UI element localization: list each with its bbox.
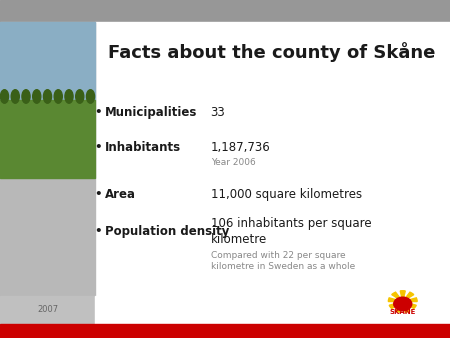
Text: 1,187,736: 1,187,736 (211, 141, 270, 153)
Wedge shape (400, 291, 405, 301)
Text: Facts about the county of Skåne: Facts about the county of Skåne (108, 43, 436, 63)
Text: 2007: 2007 (37, 306, 58, 314)
Bar (95, 296, 450, 324)
Text: Compared with 22 per square
kilometre in Sweden as a whole: Compared with 22 per square kilometre in… (211, 251, 355, 271)
Wedge shape (389, 301, 403, 309)
Wedge shape (403, 301, 410, 312)
Wedge shape (392, 292, 403, 301)
Bar (0, 100, 95, 178)
Bar (0, 296, 95, 324)
Text: 11,000 square kilometres: 11,000 square kilometres (211, 188, 362, 201)
Ellipse shape (65, 90, 73, 103)
Text: Inhabitants: Inhabitants (105, 141, 181, 153)
Text: •: • (94, 225, 102, 238)
Wedge shape (388, 298, 403, 301)
Wedge shape (403, 298, 417, 301)
Bar (0, 324, 450, 338)
Ellipse shape (0, 90, 9, 103)
Wedge shape (403, 301, 416, 309)
Bar (0, 22, 95, 100)
Bar (0, 0, 450, 22)
Text: •: • (94, 106, 102, 119)
Text: Area: Area (105, 188, 136, 201)
Circle shape (394, 297, 412, 311)
Wedge shape (403, 292, 414, 301)
Text: •: • (94, 188, 102, 201)
Wedge shape (396, 301, 403, 312)
Text: Population density: Population density (105, 225, 230, 238)
Text: 106 inhabitants per square
kilometre: 106 inhabitants per square kilometre (211, 217, 371, 246)
Ellipse shape (33, 90, 41, 103)
Text: Year 2006: Year 2006 (211, 158, 255, 167)
Ellipse shape (11, 90, 19, 103)
Text: 33: 33 (211, 106, 225, 119)
Ellipse shape (86, 90, 94, 103)
Text: SKÅNE: SKÅNE (390, 308, 416, 315)
Bar (0, 22, 95, 296)
Ellipse shape (54, 90, 62, 103)
Text: Municipalities: Municipalities (105, 106, 198, 119)
Text: •: • (94, 141, 102, 153)
Bar (95, 22, 450, 296)
Ellipse shape (22, 90, 30, 103)
Ellipse shape (44, 90, 52, 103)
Ellipse shape (76, 90, 84, 103)
